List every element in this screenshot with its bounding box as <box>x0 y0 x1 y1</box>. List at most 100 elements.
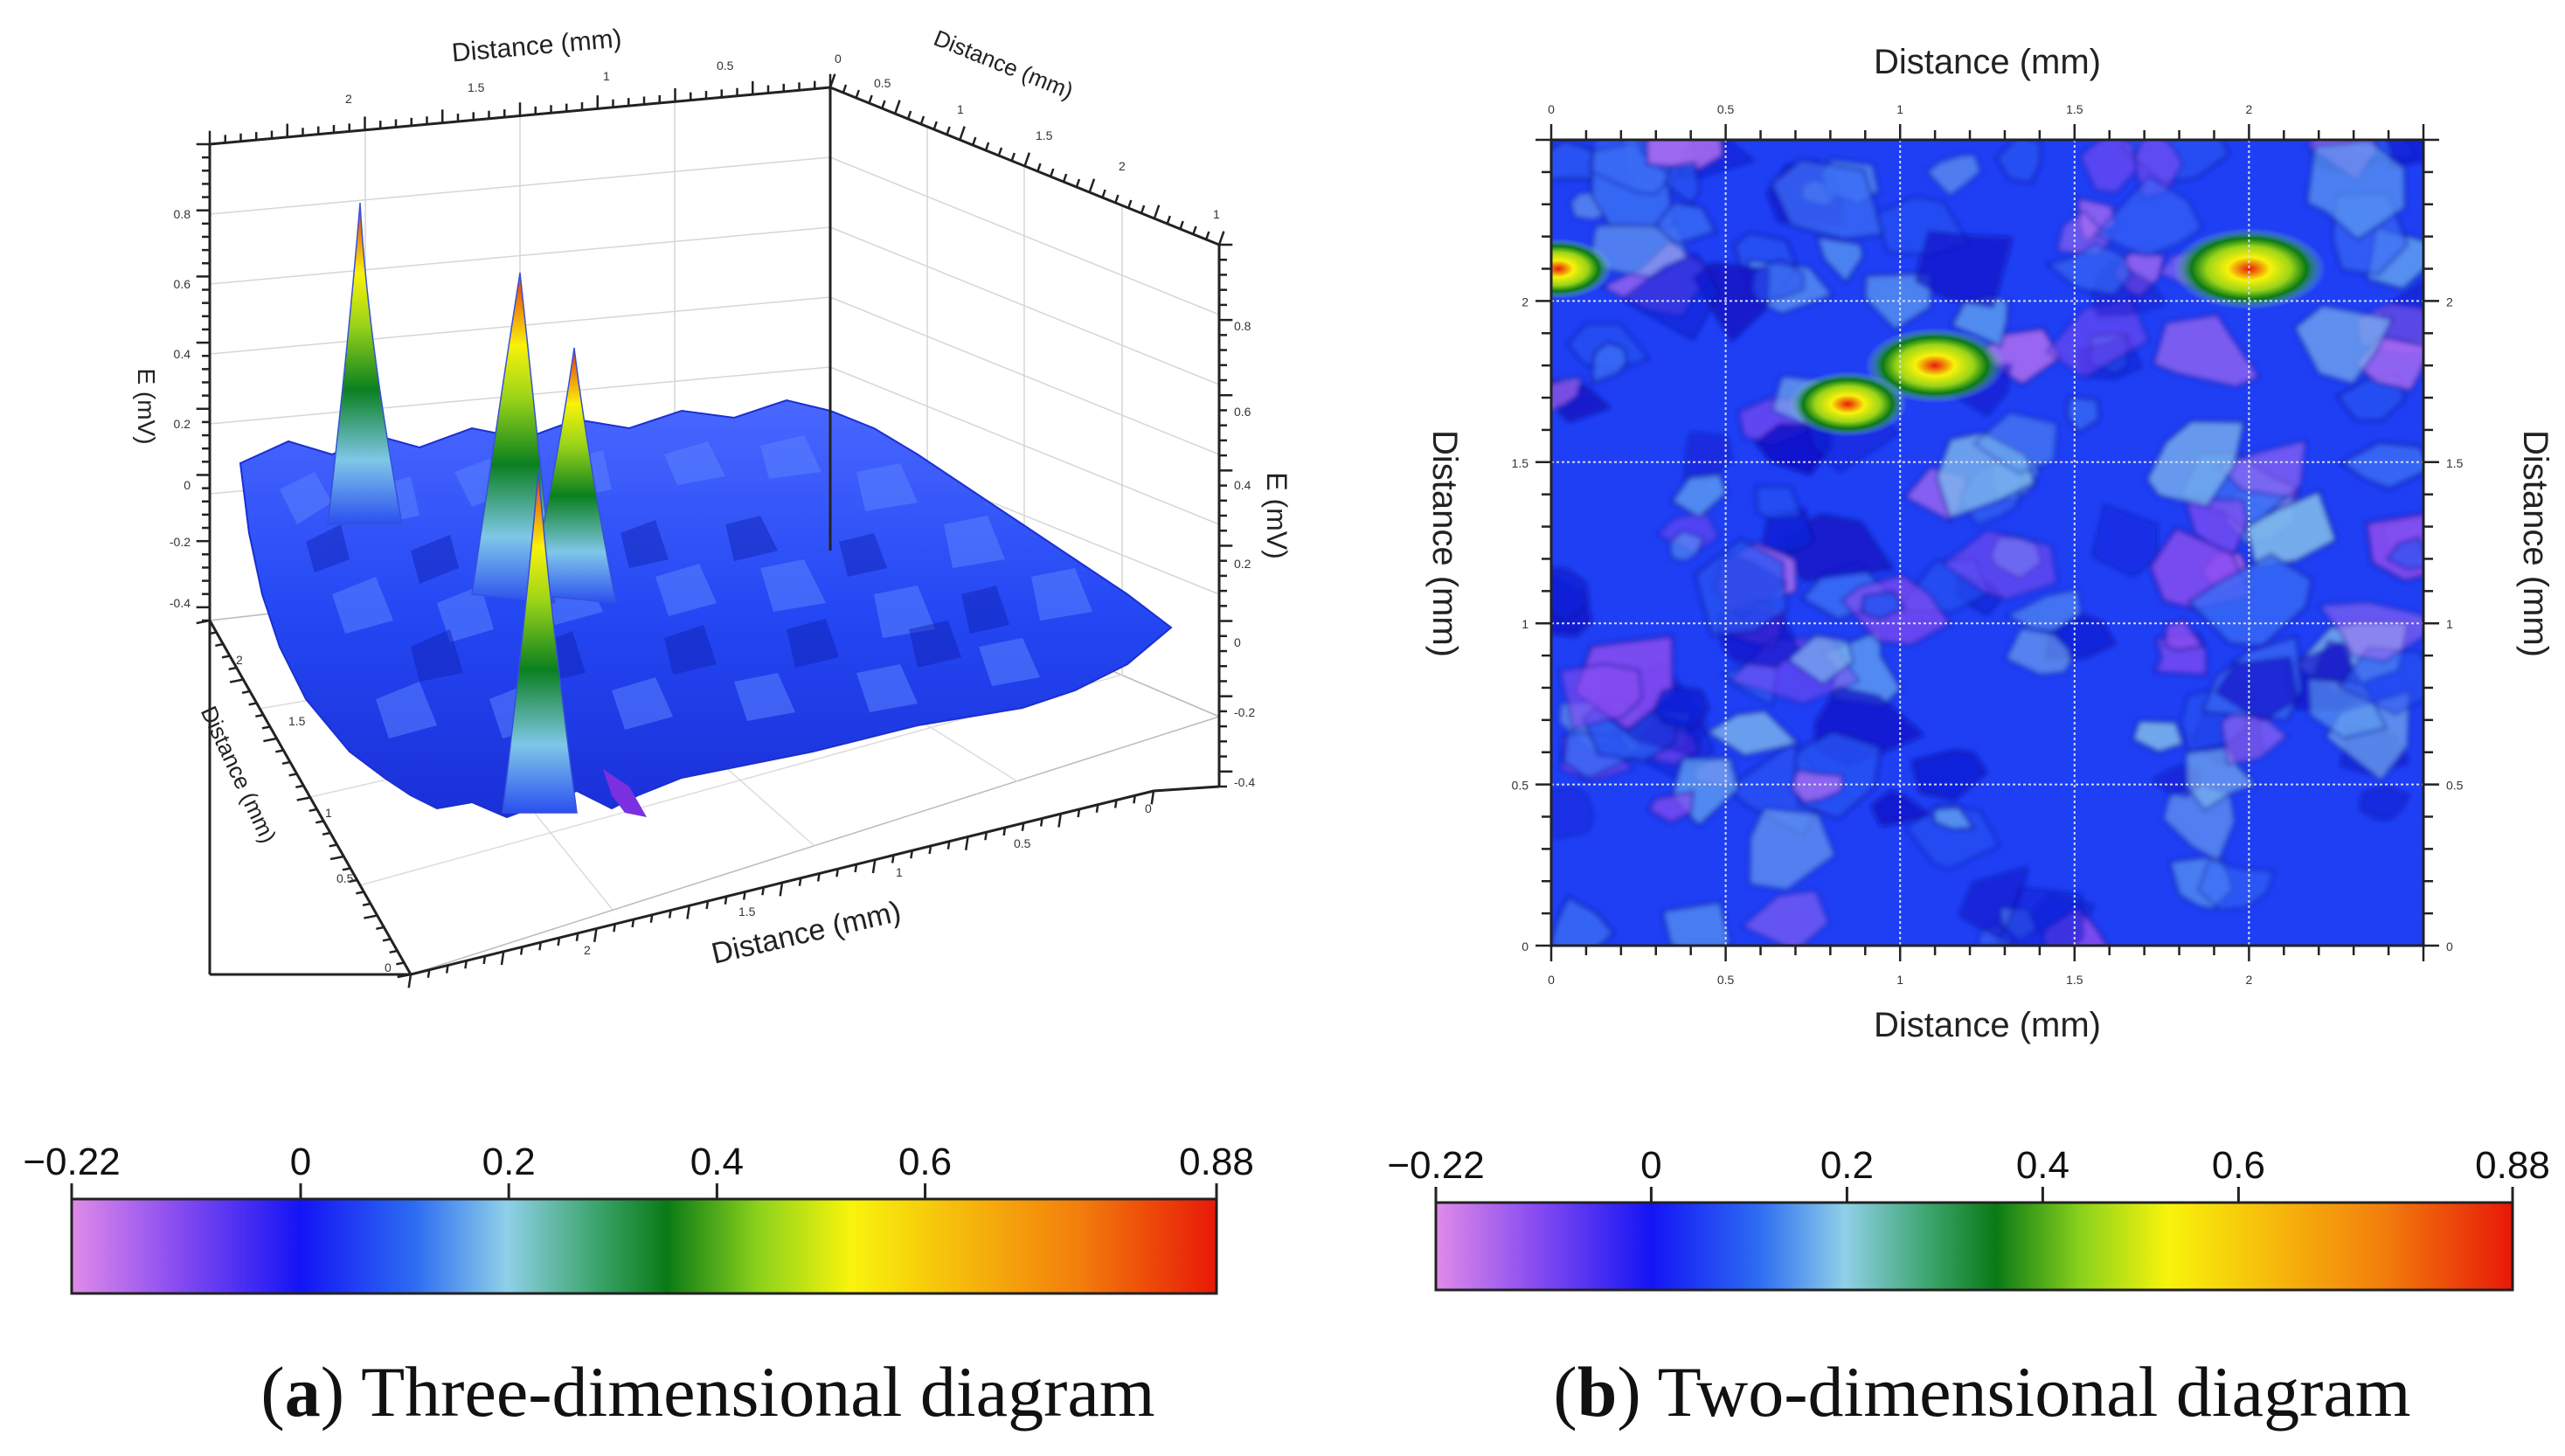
z-tick-right: 1 <box>1213 207 1220 221</box>
heatmap-xlabel-bottom: Distance (mm) <box>1874 1006 2101 1044</box>
tick-bottom-x <box>1095 804 1099 813</box>
x-tick-labels-bottom: 2 1.5 1 0.5 0 <box>584 801 1152 957</box>
tick-left-y <box>322 831 331 836</box>
heatmap-patch <box>1551 786 1594 840</box>
tick-top-y <box>828 73 836 88</box>
heatmap-patch <box>2132 719 2185 753</box>
x-tick-top: 0.5 <box>717 59 734 73</box>
colorbar-tick-label: −0.22 <box>1387 1144 1484 1187</box>
tick-bottom-x <box>779 882 784 897</box>
heatmap-patch <box>1558 662 1644 731</box>
heatmap-patch <box>1653 686 1709 731</box>
tick-bottom-x <box>426 969 431 978</box>
tick-marks <box>196 73 1233 988</box>
tick-bottom-x <box>649 914 654 923</box>
z-tick-left: -0.4 <box>170 596 191 610</box>
tick-left-y <box>342 867 351 871</box>
z-tick-left: 0 <box>184 478 191 492</box>
heatmap-ytick-right: 0 <box>2446 939 2453 953</box>
x-tick-top: 1 <box>603 69 610 83</box>
tick-bottom-x <box>407 974 412 988</box>
heatmap-patch <box>2385 536 2423 572</box>
heatmap-xtick-bottom: 1 <box>1896 973 1903 987</box>
heatmap-patch <box>2215 655 2299 723</box>
tick-top-y <box>1166 215 1171 225</box>
heatmap-patch <box>1755 484 1805 521</box>
x-tick-bottom: 1.5 <box>738 905 756 919</box>
y-tick-top: 1.5 <box>1036 128 1053 142</box>
tick-bottom-x <box>871 859 877 874</box>
heatmap-patch <box>1999 886 2085 946</box>
heatmap-patch <box>2244 489 2338 569</box>
tick-bottom-x <box>631 919 635 928</box>
heatmap-ytick-left: 1.5 <box>1512 456 1529 470</box>
z-tick-right: -0.2 <box>1234 705 1255 719</box>
tick-top-y <box>1179 220 1184 230</box>
tick-bottom-x <box>1133 795 1136 804</box>
tick-top-y <box>1204 231 1210 240</box>
heatmap-patch <box>2317 600 2423 663</box>
heatmap-xtick-top: 1 <box>1896 102 1903 116</box>
tick-bottom-x <box>538 942 542 951</box>
heatmap-ytick-right: 1.5 <box>2446 456 2464 470</box>
heatmap-patch <box>1995 140 2042 184</box>
colorbar-tick-label: 0.2 <box>1820 1144 1874 1187</box>
y-tick-top: 2 <box>1119 159 1126 173</box>
tick-left-y <box>396 961 405 966</box>
tick-top-y <box>1062 173 1068 183</box>
tick-top-y <box>842 84 848 94</box>
tick-top-y <box>919 115 925 125</box>
y-tick-left: 1 <box>325 806 332 820</box>
surface-dip <box>603 769 647 817</box>
tick-bottom-x <box>482 955 487 965</box>
tick-left-y <box>229 678 244 683</box>
tick-bottom-x <box>742 891 746 900</box>
heatmap-patch <box>1663 160 1702 206</box>
colorbar-tick-label: −0.22 <box>23 1141 120 1183</box>
tick-bottom-x <box>519 946 523 955</box>
x-tick-labels-top: 2 1.5 1 0.5 0 <box>345 52 842 106</box>
z-tick-right: 0.2 <box>1234 557 1251 571</box>
tick-bottom-x <box>761 887 765 896</box>
z-tick-right: 0.4 <box>1234 478 1251 492</box>
heatmap-patch <box>1911 749 1987 801</box>
tick-top-y <box>971 136 977 146</box>
tick-bottom-x <box>984 832 988 841</box>
x-tick-bottom: 2 <box>584 943 591 957</box>
tick-top-y <box>893 100 901 114</box>
heatmap-patch <box>1860 590 1906 621</box>
tick-bottom-x <box>705 900 710 910</box>
tick-left-y <box>362 902 371 907</box>
tick-top-y <box>932 121 938 130</box>
heatmap-patch <box>2196 856 2276 912</box>
tick-bottom-x <box>798 877 802 886</box>
heatmap-ytick-left: 1 <box>1522 617 1529 631</box>
heatmap-xtick-bottom: 2 <box>2246 973 2253 987</box>
colorbar-tick-label: 0.88 <box>1179 1141 1254 1183</box>
axis-label-top-x: Distance (mm) <box>451 24 623 68</box>
x-tick-top: 2 <box>345 92 352 106</box>
colorbar-a-ticks: −0.22 0 0.2 0.4 0.6 0.88 <box>23 1141 1254 1199</box>
heatmap-patch <box>2146 419 2246 509</box>
heatmap-xtick-top: 0 <box>1548 102 1555 116</box>
axis-label-top-y: Distance (mm) <box>930 24 1077 104</box>
colorbar-tick-label: 0.4 <box>690 1141 744 1183</box>
heatmap-patch <box>1668 529 1705 563</box>
caption-b: (b) Two-dimensional diagram <box>1553 1352 2410 1432</box>
heatmap-patch <box>2045 241 2133 297</box>
tick-left-y <box>275 749 284 753</box>
tick-left-y <box>376 926 385 931</box>
tick-top-y <box>1140 205 1146 214</box>
heatmap-patch <box>2359 786 2410 821</box>
z-tick-right: 0.6 <box>1234 405 1251 419</box>
tick-top-y <box>1075 178 1081 188</box>
colorbar-a: −0.22 0 0.2 0.4 0.6 0.88 <box>23 1141 1254 1295</box>
heatmap-patch <box>1619 252 1722 341</box>
heatmap-xlabel-top: Distance (mm) <box>1874 43 2101 81</box>
tick-top-y <box>1127 199 1133 209</box>
heatmap-patch <box>1551 567 1590 623</box>
z-tick-right: -0.4 <box>1234 775 1255 789</box>
tick-left-y <box>215 642 224 648</box>
heatmap-patch <box>1785 633 1855 687</box>
tick-bottom-x <box>557 937 561 946</box>
